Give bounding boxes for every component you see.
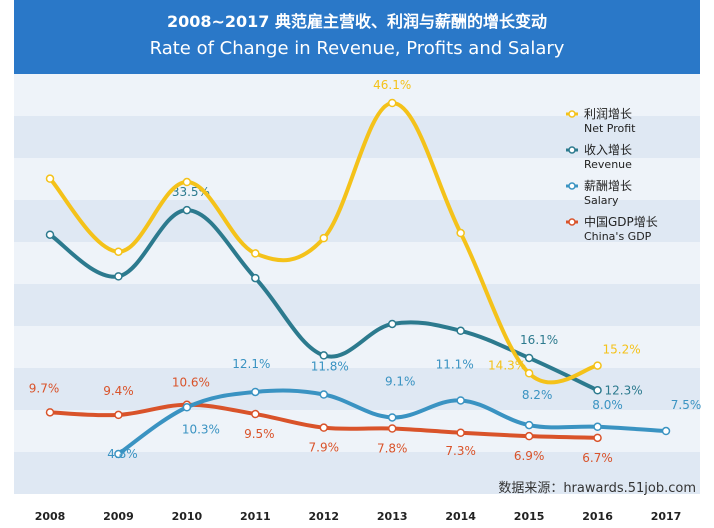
legend-label-en-revenue: Revenue bbox=[584, 158, 632, 171]
salary-point bbox=[661, 426, 671, 436]
x-tick-label: 2017 bbox=[651, 510, 682, 523]
grid-band bbox=[14, 368, 700, 410]
net_profit-data-label: 15.2% bbox=[602, 343, 640, 357]
gdp-point bbox=[114, 410, 123, 420]
net_profit-line bbox=[48, 100, 600, 385]
gdp-data-label: 6.7% bbox=[582, 451, 613, 465]
gdp-data-label: 9.7% bbox=[29, 381, 60, 395]
x-tick-label: 2012 bbox=[308, 510, 339, 523]
legend-marker-gdp bbox=[568, 218, 576, 226]
salary-data-label: 9.1% bbox=[385, 374, 416, 388]
revenue-data-label: 12.3% bbox=[604, 383, 642, 397]
net_profit-point bbox=[387, 98, 397, 108]
grid-band bbox=[14, 116, 700, 158]
net_profit-point bbox=[251, 249, 260, 258]
salary-data-label: 8.2% bbox=[522, 388, 553, 402]
salary-data-label: 11.8% bbox=[311, 360, 349, 374]
gdp-point bbox=[456, 428, 465, 438]
gdp-data-label: 10.6% bbox=[172, 376, 210, 390]
legend-label-cn-revenue: 收入增长 bbox=[584, 143, 632, 157]
x-tick-label: 2013 bbox=[377, 510, 408, 523]
gdp-point bbox=[45, 408, 55, 417]
legend-label-en-salary: Salary bbox=[584, 194, 619, 207]
net_profit-point bbox=[114, 247, 123, 256]
net_profit-point bbox=[593, 361, 602, 370]
gdp-data-label: 7.8% bbox=[377, 442, 408, 456]
net_profit-point bbox=[524, 369, 534, 378]
grid-band bbox=[14, 452, 700, 494]
gdp-point bbox=[524, 431, 534, 441]
revenue-point bbox=[593, 386, 602, 395]
grid-band bbox=[14, 74, 700, 116]
net_profit-point bbox=[45, 174, 55, 183]
x-tick-label: 2015 bbox=[514, 510, 545, 523]
gdp-data-label: 9.4% bbox=[103, 384, 134, 398]
legend-label-cn-gdp: 中国GDP增长 bbox=[584, 214, 658, 229]
gdp-point bbox=[387, 424, 397, 433]
net_profit-point bbox=[182, 177, 192, 187]
legend-label-en-gdp: China's GDP bbox=[584, 230, 652, 243]
title-banner: 2008~2017 典范雇主营收、利润与薪酬的增长变动 Rate of Chan… bbox=[14, 0, 700, 74]
gdp-data-label: 9.5% bbox=[244, 427, 275, 441]
net_profit-data-label: 14.3% bbox=[488, 358, 526, 372]
salary-data-label: 4.8% bbox=[107, 447, 138, 461]
salary-point bbox=[524, 420, 534, 430]
revenue-point bbox=[45, 230, 55, 239]
salary-point bbox=[251, 387, 260, 397]
revenue-point bbox=[319, 351, 329, 360]
salary-point bbox=[319, 390, 329, 399]
chart-title-cn: 2008~2017 典范雇主营收、利润与薪酬的增长变动 bbox=[166, 12, 548, 31]
gdp-data-label: 6.9% bbox=[514, 449, 545, 463]
salary-data-label: 7.5% bbox=[671, 398, 702, 412]
legend-marker-net_profit bbox=[568, 110, 576, 118]
legend-marker-salary bbox=[568, 182, 576, 190]
revenue-data-label: 16.1% bbox=[520, 333, 558, 347]
salary-data-label: 11.1% bbox=[436, 357, 474, 371]
salary-data-label: 10.3% bbox=[182, 422, 220, 436]
source-note: 数据来源：hrawards.51job.com bbox=[498, 481, 696, 496]
revenue-point bbox=[114, 272, 123, 281]
grid-band bbox=[14, 284, 700, 326]
revenue-point bbox=[182, 205, 192, 215]
x-tick-label: 2011 bbox=[240, 510, 271, 523]
legend-marker-revenue bbox=[568, 146, 576, 154]
legend-label-en-net_profit: Net Profit bbox=[584, 122, 636, 135]
x-tick-label: 2010 bbox=[172, 510, 203, 523]
x-tick-label: 2014 bbox=[445, 510, 476, 523]
x-tick-label: 2009 bbox=[103, 510, 134, 523]
net_profit-point bbox=[319, 233, 329, 243]
chart-title-en: Rate of Change in Revenue, Profits and S… bbox=[149, 38, 565, 59]
gdp-data-label: 7.3% bbox=[445, 444, 476, 458]
gdp-point bbox=[319, 423, 329, 432]
net_profit-data-label: 46.1% bbox=[373, 78, 411, 92]
salary-point bbox=[593, 422, 602, 432]
net_profit-point bbox=[456, 228, 465, 238]
gdp-point bbox=[251, 409, 260, 419]
gdp-point bbox=[593, 433, 602, 443]
gdp-data-label: 7.9% bbox=[309, 441, 340, 455]
x-tick-label: 2008 bbox=[35, 510, 66, 523]
salary-point bbox=[114, 449, 123, 459]
legend-label-cn-salary: 薪酬增长 bbox=[584, 179, 632, 193]
salary-data-label: 12.1% bbox=[232, 357, 270, 371]
salary-point bbox=[387, 413, 397, 422]
revenue-point bbox=[524, 353, 534, 363]
revenue-point bbox=[456, 326, 465, 336]
x-tick-label: 2016 bbox=[582, 510, 613, 523]
salary-point bbox=[182, 403, 192, 412]
salary-data-label: 8.0% bbox=[592, 398, 623, 412]
revenue-line bbox=[48, 208, 600, 393]
legend-label-cn-net_profit: 利润增长 bbox=[584, 107, 632, 121]
grid-band bbox=[14, 200, 700, 242]
revenue-point bbox=[387, 319, 397, 329]
salary-point bbox=[456, 396, 465, 405]
revenue-point bbox=[251, 273, 260, 283]
